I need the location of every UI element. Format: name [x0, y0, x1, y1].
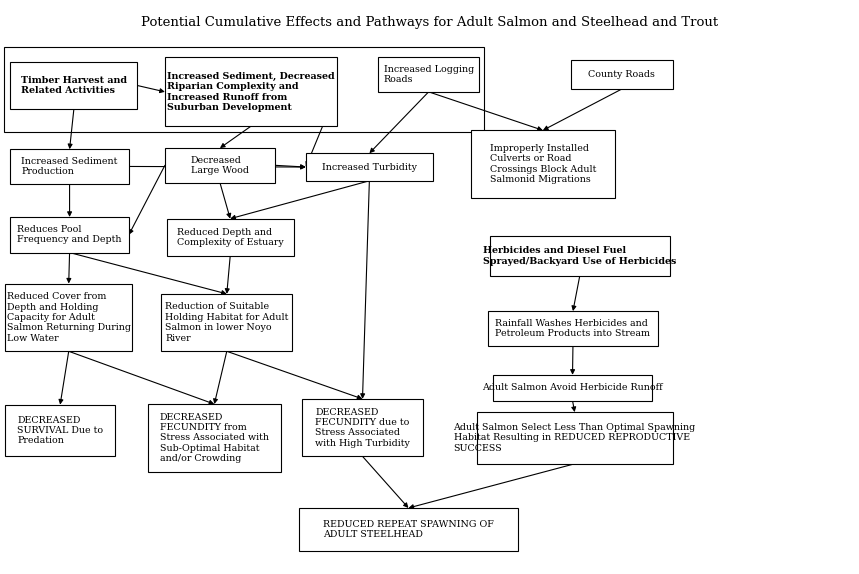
- Text: REDUCED REPEAT SPAWNING OF
ADULT STEELHEAD: REDUCED REPEAT SPAWNING OF ADULT STEELHE…: [323, 520, 494, 539]
- Text: Rainfall Washes Herbicides and
Petroleum Products into Stream: Rainfall Washes Herbicides and Petroleum…: [496, 319, 650, 338]
- Bar: [471, 130, 615, 198]
- Bar: [4, 47, 484, 132]
- Bar: [302, 399, 423, 456]
- Text: Reduced Depth and
Complexity of Estuary: Reduced Depth and Complexity of Estuary: [177, 228, 283, 247]
- Text: Reduction of Suitable
Holding Habitat for Adult
Salmon in lower Noyo
River: Reduction of Suitable Holding Habitat fo…: [165, 302, 289, 343]
- Text: Increased Turbidity: Increased Turbidity: [322, 162, 417, 172]
- Bar: [378, 57, 479, 92]
- Text: Reduces Pool
Frequency and Depth: Reduces Pool Frequency and Depth: [17, 225, 122, 245]
- Text: Herbicides and Diesel Fuel
Sprayed/Backyard Use of Herbicides: Herbicides and Diesel Fuel Sprayed/Backy…: [483, 246, 677, 266]
- Bar: [488, 311, 658, 346]
- Bar: [490, 236, 670, 276]
- Text: Increased Logging
Roads: Increased Logging Roads: [383, 65, 474, 84]
- Bar: [299, 508, 518, 551]
- Bar: [165, 148, 275, 183]
- Text: DECREASED
SURVIVAL Due to
Predation: DECREASED SURVIVAL Due to Predation: [17, 416, 103, 445]
- Text: Decreased
Large Wood: Decreased Large Wood: [191, 156, 249, 175]
- Bar: [5, 284, 132, 351]
- Text: Adult Salmon Avoid Herbicide Runoff: Adult Salmon Avoid Herbicide Runoff: [482, 383, 663, 392]
- Bar: [10, 62, 137, 109]
- Text: Timber Harvest and
Related Activities: Timber Harvest and Related Activities: [21, 76, 127, 95]
- Bar: [477, 412, 673, 464]
- Bar: [493, 375, 652, 401]
- Bar: [571, 60, 673, 89]
- Bar: [161, 294, 292, 351]
- Text: Increased Sediment
Production: Increased Sediment Production: [21, 157, 118, 176]
- Bar: [10, 217, 129, 253]
- Bar: [5, 405, 115, 456]
- Bar: [148, 404, 281, 472]
- Text: Increased Sediment, Decreased
Riparian Complexity and
Increased Runoff from
Subu: Increased Sediment, Decreased Riparian C…: [167, 72, 335, 112]
- Bar: [167, 219, 294, 256]
- Text: Potential Cumulative Effects and Pathways for Adult Salmon and Steelhead and Tro: Potential Cumulative Effects and Pathway…: [141, 17, 718, 29]
- Text: Adult Salmon Select Less Than Optimal Spawning
Habitat Resulting in REDUCED REPR: Adult Salmon Select Less Than Optimal Sp…: [454, 423, 696, 453]
- Text: County Roads: County Roads: [588, 70, 655, 79]
- Bar: [165, 57, 337, 126]
- Text: DECREASED
FECUNDITY due to
Stress Associated
with High Turbidity: DECREASED FECUNDITY due to Stress Associ…: [315, 408, 410, 448]
- Bar: [10, 149, 129, 184]
- Text: Reduced Cover from
Depth and Holding
Capacity for Adult
Salmon Returning During
: Reduced Cover from Depth and Holding Cap…: [7, 292, 131, 343]
- Bar: [306, 153, 433, 181]
- Text: DECREASED
FECUNDITY from
Stress Associated with
Sub-Optimal Habitat
and/or Crowd: DECREASED FECUNDITY from Stress Associat…: [160, 413, 269, 463]
- Text: Improperly Installed
Culverts or Road
Crossings Block Adult
Salmonid Migrations: Improperly Installed Culverts or Road Cr…: [490, 144, 596, 184]
